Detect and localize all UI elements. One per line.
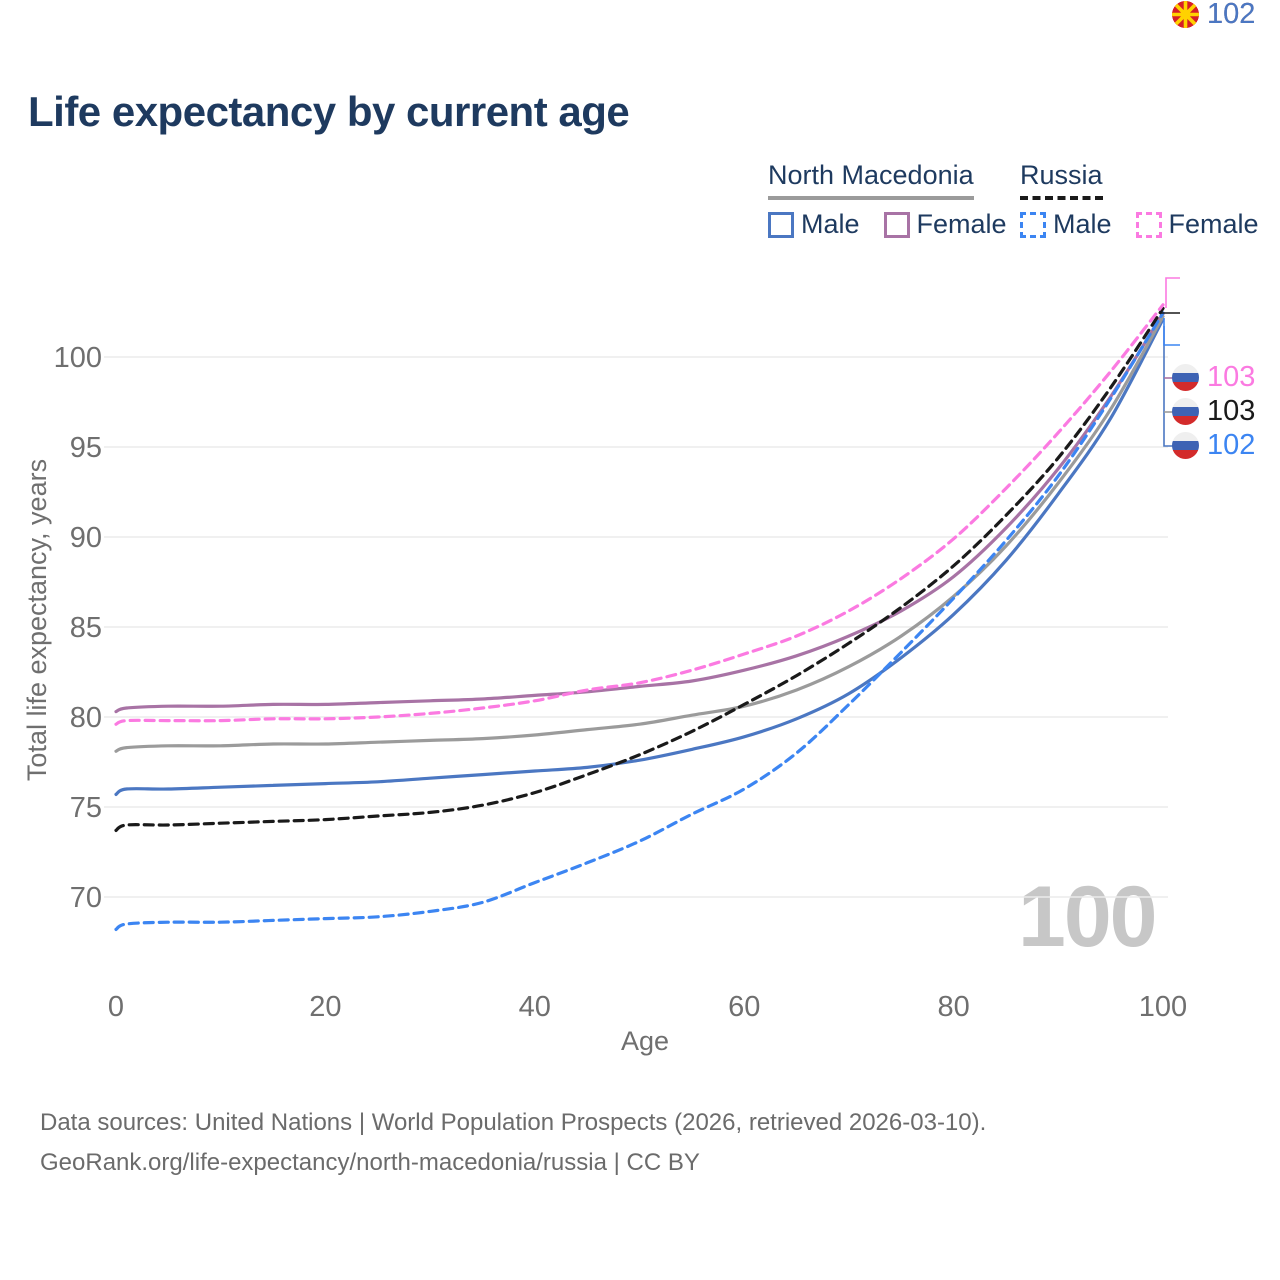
legend-item-ru-female[interactable]: Female <box>1135 209 1259 240</box>
legend-item-ru-male[interactable]: Male <box>1020 209 1112 240</box>
end-value: 102 <box>1207 0 1256 30</box>
legend-country-north-macedonia[interactable]: North Macedonia <box>768 160 974 200</box>
svg-text:90: 90 <box>70 522 102 554</box>
ru-female-swatch <box>1135 211 1162 238</box>
series-line <box>114 312 1165 714</box>
end-value: 102 <box>1207 0 1256 30</box>
gridlines <box>104 356 1168 898</box>
footer: Data sources: United Nations | World Pop… <box>40 1103 986 1183</box>
end-label-nm-male: 102 <box>1172 0 1255 29</box>
x-axis-title: Age <box>621 1026 669 1056</box>
legend-item-label: Female <box>916 209 1007 239</box>
legend-item-label: Male <box>801 209 860 239</box>
legend-item-label: Male <box>1053 209 1112 239</box>
russia-flag-icon <box>1172 398 1199 425</box>
ru-male-swatch <box>1020 211 1046 238</box>
svg-text:70: 70 <box>70 882 102 914</box>
y-axis-title: Total life expectancy, years <box>22 459 52 781</box>
page-title: Life expectancy by current age <box>28 88 630 135</box>
svg-text:95: 95 <box>70 432 102 464</box>
end-label-russia-both: 103 <box>1172 397 1255 426</box>
svg-text:0: 0 <box>108 991 124 1023</box>
series-line <box>114 317 1165 796</box>
end-label-russia-female: 103 <box>1172 363 1255 392</box>
legend-group-north-macedonia: North Macedonia Male Female <box>768 160 1007 240</box>
y-tick-labels: 70 75 80 85 90 95 100 <box>54 342 102 914</box>
connector-ru-male <box>1163 318 1180 346</box>
life-expectancy-line-chart: 70 75 80 85 90 95 100 0 20 40 60 80 100 Age Total l… <box>22 277 1187 1056</box>
series-lines <box>114 303 1165 931</box>
svg-text:60: 60 <box>728 991 760 1023</box>
legend-item-label: Female <box>1168 209 1259 239</box>
svg-text:100: 100 <box>54 342 102 374</box>
age-watermark: 100 <box>1018 869 1157 965</box>
legend-item-nm-female[interactable]: Female <box>883 209 1007 240</box>
end-value: 103 <box>1207 395 1256 427</box>
end-label-russia-male: 102 <box>1172 431 1255 460</box>
series-line <box>114 303 1165 726</box>
series-line <box>114 314 1165 753</box>
nm-female-swatch <box>883 211 910 238</box>
legend-country-russia[interactable]: Russia <box>1020 160 1103 200</box>
legend-item-nm-male[interactable]: Male <box>768 209 860 240</box>
svg-text:80: 80 <box>937 991 969 1023</box>
russia-flag-icon <box>1172 364 1199 391</box>
connector-ru-female <box>1165 277 1180 308</box>
svg-text:40: 40 <box>519 991 551 1023</box>
end-value: 102 <box>1207 429 1256 461</box>
svg-text:85: 85 <box>70 612 102 644</box>
north-macedonia-flag-icon <box>1172 1 1199 28</box>
legend-group-russia: Russia Male Female <box>1020 160 1259 240</box>
nm-male-swatch <box>768 211 794 238</box>
series-line <box>114 311 1165 931</box>
x-tick-labels: 0 20 40 60 80 100 <box>108 991 1187 1023</box>
data-sources-line: Data sources: United Nations | World Pop… <box>40 1109 987 1136</box>
svg-text:80: 80 <box>70 702 102 734</box>
russia-flag-icon <box>1172 432 1199 459</box>
end-value: 103 <box>1207 361 1256 393</box>
series-line <box>114 306 1165 832</box>
svg-text:100: 100 <box>1139 991 1187 1023</box>
svg-text:75: 75 <box>70 792 102 824</box>
attribution-line: GeoRank.org/life-expectancy/north-macedo… <box>40 1149 700 1176</box>
svg-text:20: 20 <box>309 991 341 1023</box>
end-value: 102 <box>1207 0 1256 30</box>
